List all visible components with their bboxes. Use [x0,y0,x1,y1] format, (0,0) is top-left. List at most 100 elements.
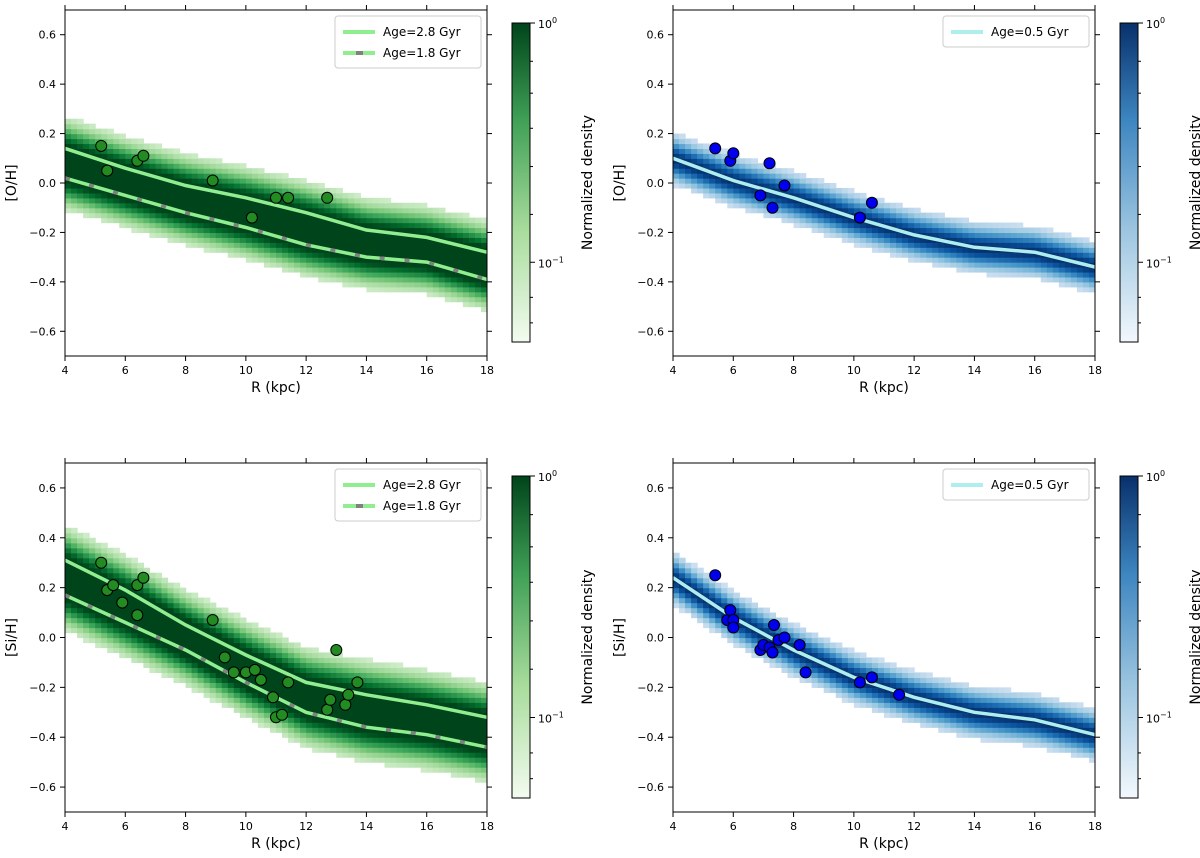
density-cell [155,632,163,639]
density-cell [155,148,163,154]
density-cell [227,227,235,234]
density-cell [384,737,392,743]
density-cell [77,118,84,125]
density-cell [829,183,837,189]
density-cell [263,647,271,654]
density-cell [300,727,307,733]
density-cell [83,542,90,549]
density-cell [480,762,487,768]
density-cell [896,237,903,243]
density-cell [83,173,90,179]
density-cell [185,242,193,248]
density-cell [209,697,217,703]
density-cell [1082,732,1090,738]
density-cell [294,732,301,738]
density-cell [185,158,193,164]
density-cell [444,212,452,219]
density-cell [263,667,271,673]
density-cell [402,762,410,768]
density-cell [288,647,295,654]
density-cell [859,652,867,659]
density-cell [366,682,374,688]
density-cell [703,577,710,584]
density-cell [312,687,319,693]
density-cell [1070,732,1078,738]
density-cell [450,747,458,753]
density-cell [685,567,692,574]
density-cell [137,637,144,644]
density-cell [342,727,349,733]
density-cell [1040,276,1048,283]
density-cell [787,667,795,673]
density-cell [962,252,969,258]
density-cell [233,702,241,708]
density-cell [974,227,982,234]
density-cell [131,227,138,234]
density-cell [354,192,361,199]
density-cell [902,677,909,683]
density-cell [209,192,217,199]
density-cell [185,632,193,639]
density-cell [161,612,169,619]
density-cell [125,652,132,659]
density-cell [209,652,217,659]
density-cell [787,657,795,664]
x-tick-label: 16 [420,820,434,833]
density-cell [360,757,368,763]
density-cell [962,267,969,273]
density-cell [221,662,229,669]
density-cell [324,737,331,743]
density-cell [408,667,416,673]
density-cell [799,178,807,184]
data-point [267,691,279,704]
density-cell [245,702,253,708]
density-cell [733,607,740,614]
density-cell [227,197,235,204]
density-cell [932,702,939,708]
density-cell [1088,257,1095,263]
density-cell [65,562,72,569]
density-cell [1040,262,1048,268]
density-cell [342,732,349,738]
density-cell [306,697,313,703]
density-cell [113,168,120,174]
density-cell [793,672,801,678]
density-cell [300,732,307,738]
density-cell [811,667,819,673]
density-cell [173,187,181,194]
density-cell [366,662,374,669]
density-cell [408,747,416,753]
density-cell [414,276,422,283]
density-cell [444,227,452,234]
density-cell [384,237,392,243]
density-cell [396,692,404,698]
density-cell [835,677,843,683]
density-cell [348,747,355,753]
density-cell [426,682,434,688]
density-cell [781,168,789,174]
density-cell [95,183,102,189]
density-cell [679,587,686,594]
density-cell [751,652,758,659]
density-cell [775,657,783,664]
density-cell [227,657,235,664]
density-cell [179,637,187,644]
density-cell [1010,712,1018,718]
density-cell [859,672,867,678]
density-cell [1010,257,1018,263]
density-cell [462,212,470,219]
density-cell [859,697,867,703]
density-cell [992,262,1000,268]
density-cell [438,281,446,288]
density-cell [1052,242,1060,248]
density-cell [167,592,175,599]
density-cell [456,687,464,693]
density-cell [149,178,157,184]
density-cell [968,262,976,268]
density-cell [143,632,150,639]
density-cell [197,227,205,234]
density-cell [1028,742,1036,748]
density-cell [324,662,331,669]
density-cell [306,192,313,199]
density-cell [462,222,470,229]
